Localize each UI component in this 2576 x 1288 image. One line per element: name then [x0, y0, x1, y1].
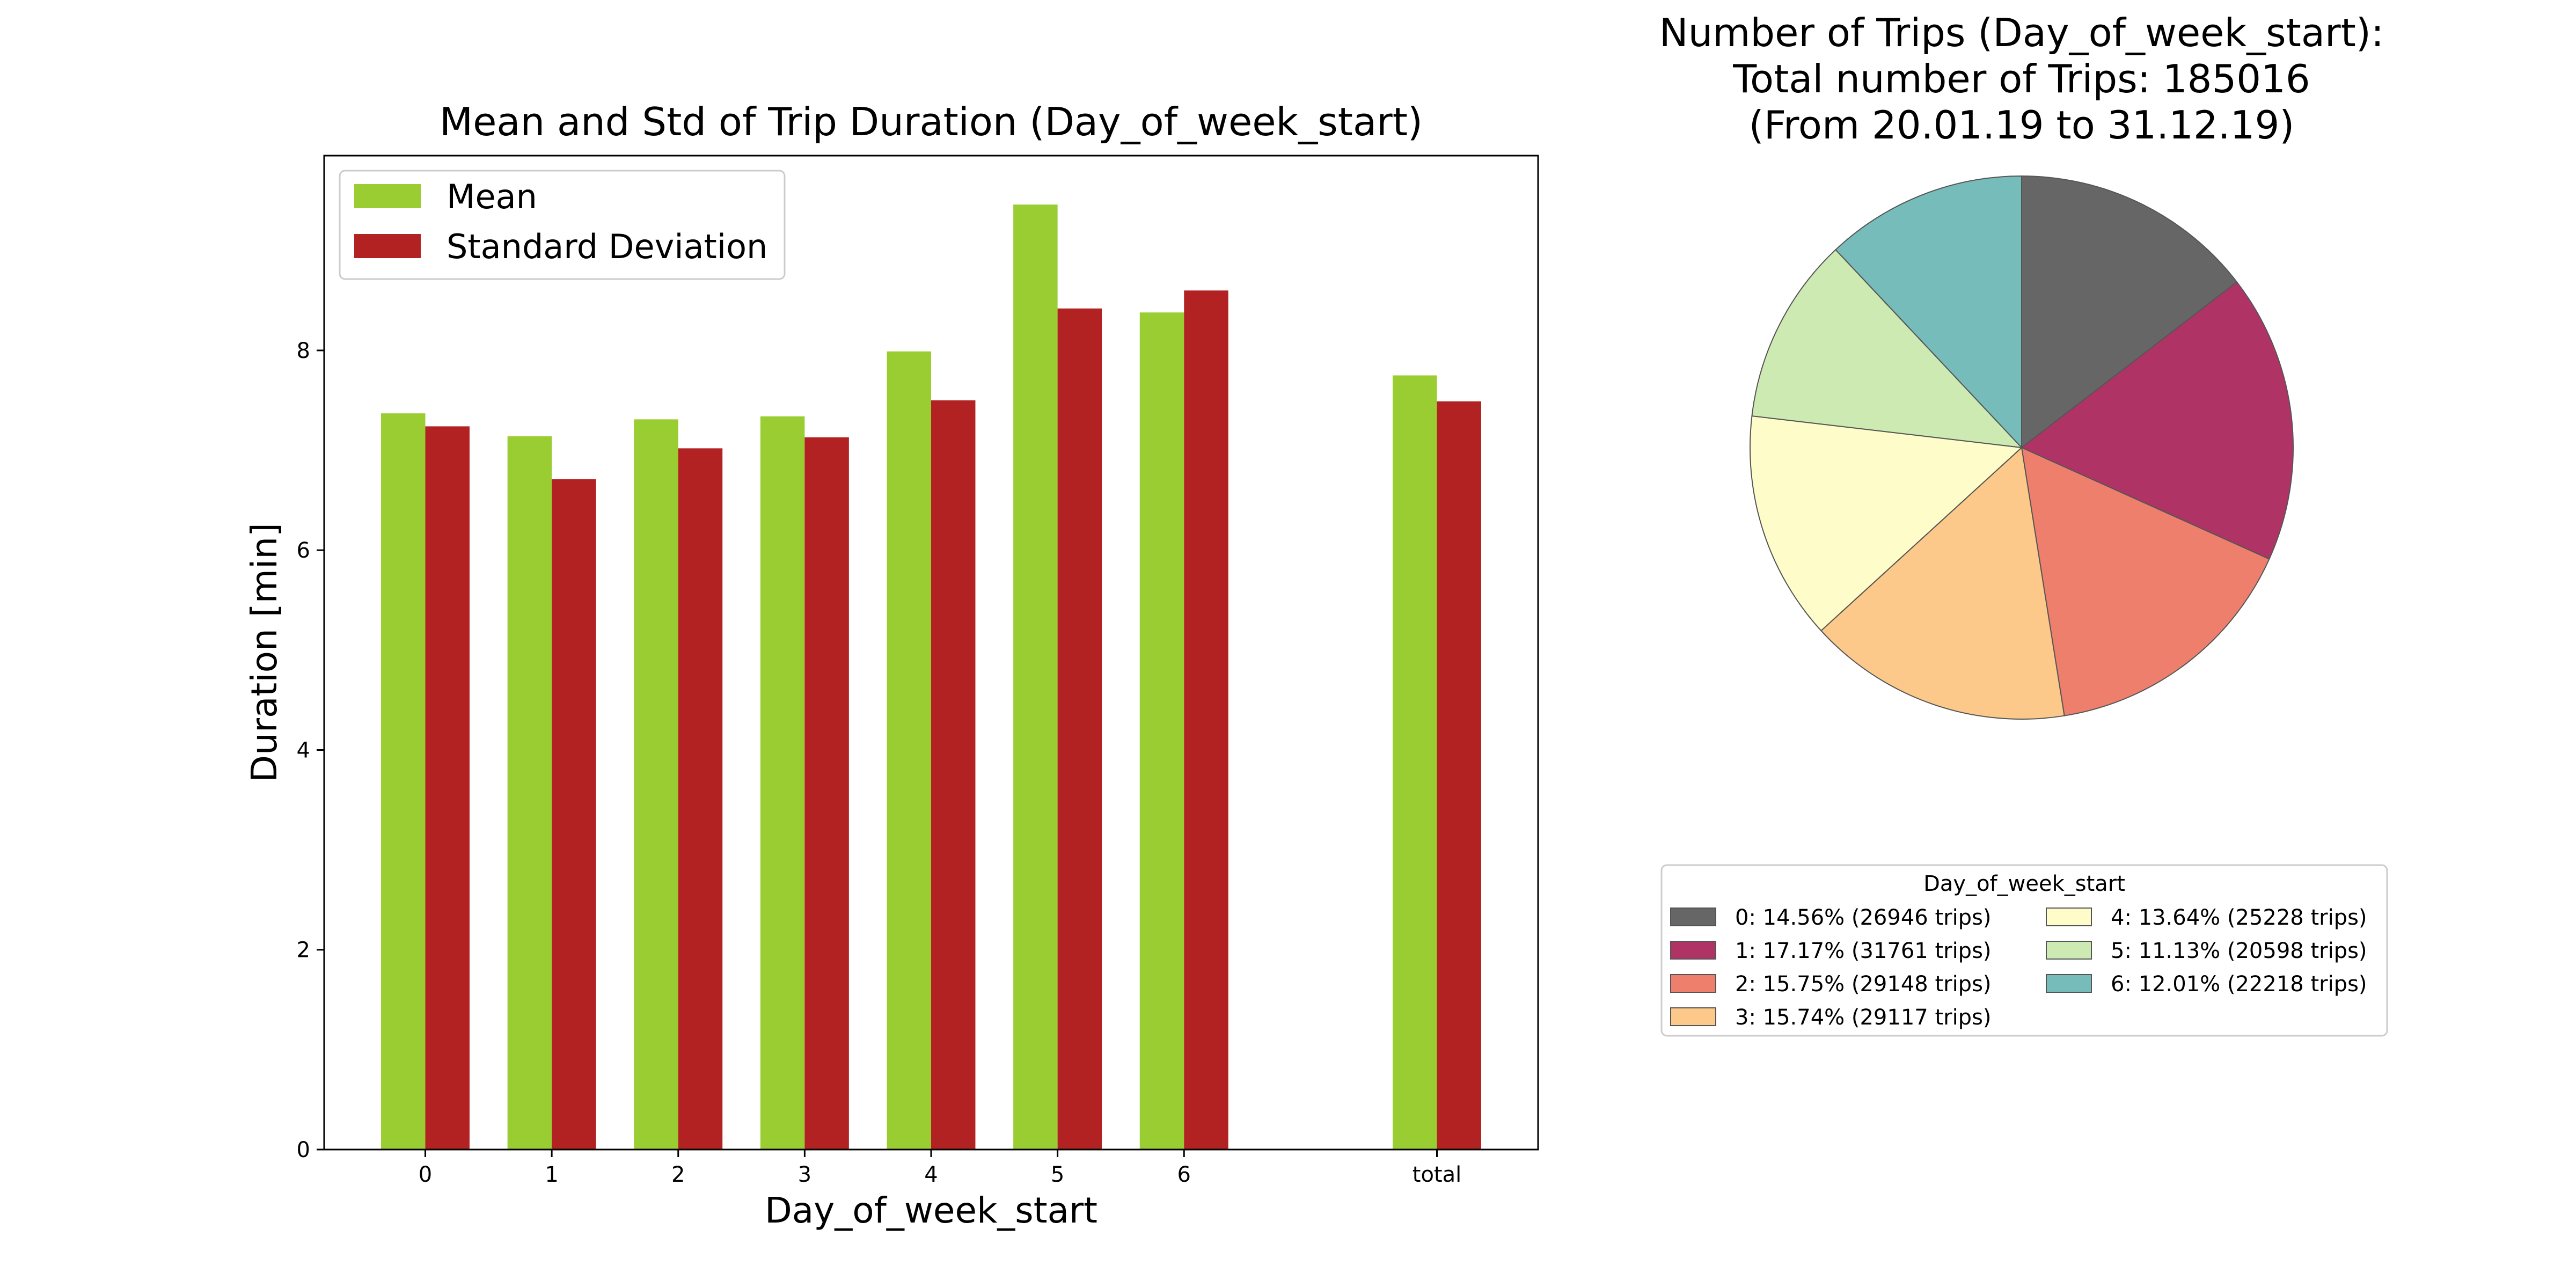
- bar-mean-1: [507, 436, 552, 1150]
- pie-title-line-1: Number of Trips (Day_of_week_start):: [1659, 10, 2384, 55]
- x-tick-label: 3: [798, 1162, 811, 1187]
- x-tick-label: 6: [1177, 1162, 1191, 1187]
- pie-slice-2: [2021, 447, 2270, 716]
- bar-mean-total: [1393, 375, 1437, 1150]
- bar-std-4: [931, 400, 976, 1150]
- pie-legend-swatch-5: [2046, 941, 2092, 960]
- legend-label-std: Standard Deviation: [447, 227, 767, 266]
- pie-slice-0: [2021, 175, 2238, 449]
- y-tick-label: 8: [297, 339, 310, 363]
- pie-slice-5: [1751, 248, 2023, 449]
- x-tick-label: 5: [1051, 1162, 1064, 1187]
- bar-legend: Mean Standard Deviation: [339, 170, 786, 280]
- x-tick-label: 1: [545, 1162, 558, 1187]
- bar-std-2: [678, 448, 723, 1150]
- bar-std-3: [804, 437, 849, 1150]
- y-tick-label: 2: [297, 938, 310, 963]
- pie-legend-swatch-6: [2046, 974, 2092, 993]
- bar-std-0: [425, 426, 470, 1150]
- pie-slice-3: [1820, 447, 2065, 720]
- pie-legend-label-0: 0: 14.56% (26946 trips): [1735, 905, 1992, 930]
- pie-legend-label-4: 4: 13.64% (25228 trips): [2111, 905, 2367, 930]
- x-tick-label: total: [1413, 1162, 1461, 1187]
- x-axis-label: Day_of_week_start: [765, 1190, 1097, 1231]
- pie-legend-swatch-3: [1670, 1007, 1716, 1026]
- bar-mean-6: [1139, 312, 1184, 1150]
- bar-mean-4: [887, 351, 931, 1150]
- pie-legend-label-3: 3: 15.74% (29117 trips): [1735, 1005, 1992, 1030]
- pie-legend-frame: [1660, 864, 2388, 1037]
- bar-chart-title: Mean and Std of Trip Duration (Day_of_we…: [440, 99, 1423, 144]
- bar-std-6: [1184, 290, 1228, 1150]
- pie-legend-label-5: 5: 11.13% (20598 trips): [2111, 939, 2367, 963]
- pie-legend: Day_of_week_start 0: 14.56% (26946 trips…: [1660, 864, 2388, 1037]
- bar-std-1: [552, 479, 596, 1150]
- y-tick-label: 0: [297, 1138, 310, 1162]
- legend-swatch-mean: [354, 184, 421, 208]
- pie-title-line-3: (From 20.01.19 to 31.12.19): [1749, 103, 2295, 148]
- x-tick-label: 4: [924, 1162, 938, 1187]
- bar-mean-2: [634, 419, 678, 1150]
- y-axis: 0 2 4 6 8: [297, 339, 324, 1162]
- y-axis-label: Duration [min]: [244, 523, 285, 782]
- bar-mean-0: [381, 413, 426, 1150]
- pie-legend-label-2: 2: 15.75% (29148 trips): [1735, 972, 1992, 997]
- pie-title-line-2: Total number of Trips: 185016: [1732, 56, 2310, 101]
- legend-swatch-std: [354, 234, 421, 258]
- x-axis: 0 1 2 3 4 5 6 total: [419, 1150, 1461, 1187]
- pie-legend-swatch-2: [1670, 974, 1716, 993]
- pie-legend-swatch-4: [2046, 908, 2092, 926]
- pie-legend-title: Day_of_week_start: [1923, 872, 2125, 896]
- bar-legend-frame: [339, 170, 786, 280]
- pie-slice-4: [1750, 415, 2023, 632]
- y-tick-label: 6: [297, 538, 310, 563]
- x-tick-label: 0: [419, 1162, 432, 1187]
- bar-std-5: [1057, 308, 1102, 1150]
- pie-slice-1: [2021, 281, 2294, 560]
- bar-mean-3: [760, 416, 805, 1150]
- pie-legend-swatch-1: [1670, 941, 1716, 960]
- x-tick-label: 2: [671, 1162, 685, 1187]
- bar-chart: Mean and Std of Trip Duration (Day_of_we…: [244, 99, 1539, 1231]
- pie-legend-swatch-0: [1670, 908, 1716, 926]
- bar-series: [381, 204, 1481, 1150]
- pie-chart: Number of Trips (Day_of_week_start): Tot…: [1659, 10, 2388, 1037]
- pie-legend-label-1: 1: 17.17% (31761 trips): [1735, 939, 1992, 963]
- pie-slices: [1750, 175, 2294, 720]
- bar-mean-5: [1013, 204, 1058, 1150]
- pie-legend-label-6: 6: 12.01% (22218 trips): [2111, 972, 2367, 997]
- pie-slice-6: [1835, 175, 2022, 449]
- y-tick-label: 4: [297, 738, 310, 763]
- bar-std-total: [1437, 401, 1481, 1150]
- legend-label-mean: Mean: [447, 177, 537, 216]
- pie-legend-items: 0: 14.56% (26946 trips) 1: 17.17% (31761 …: [1670, 905, 2367, 1030]
